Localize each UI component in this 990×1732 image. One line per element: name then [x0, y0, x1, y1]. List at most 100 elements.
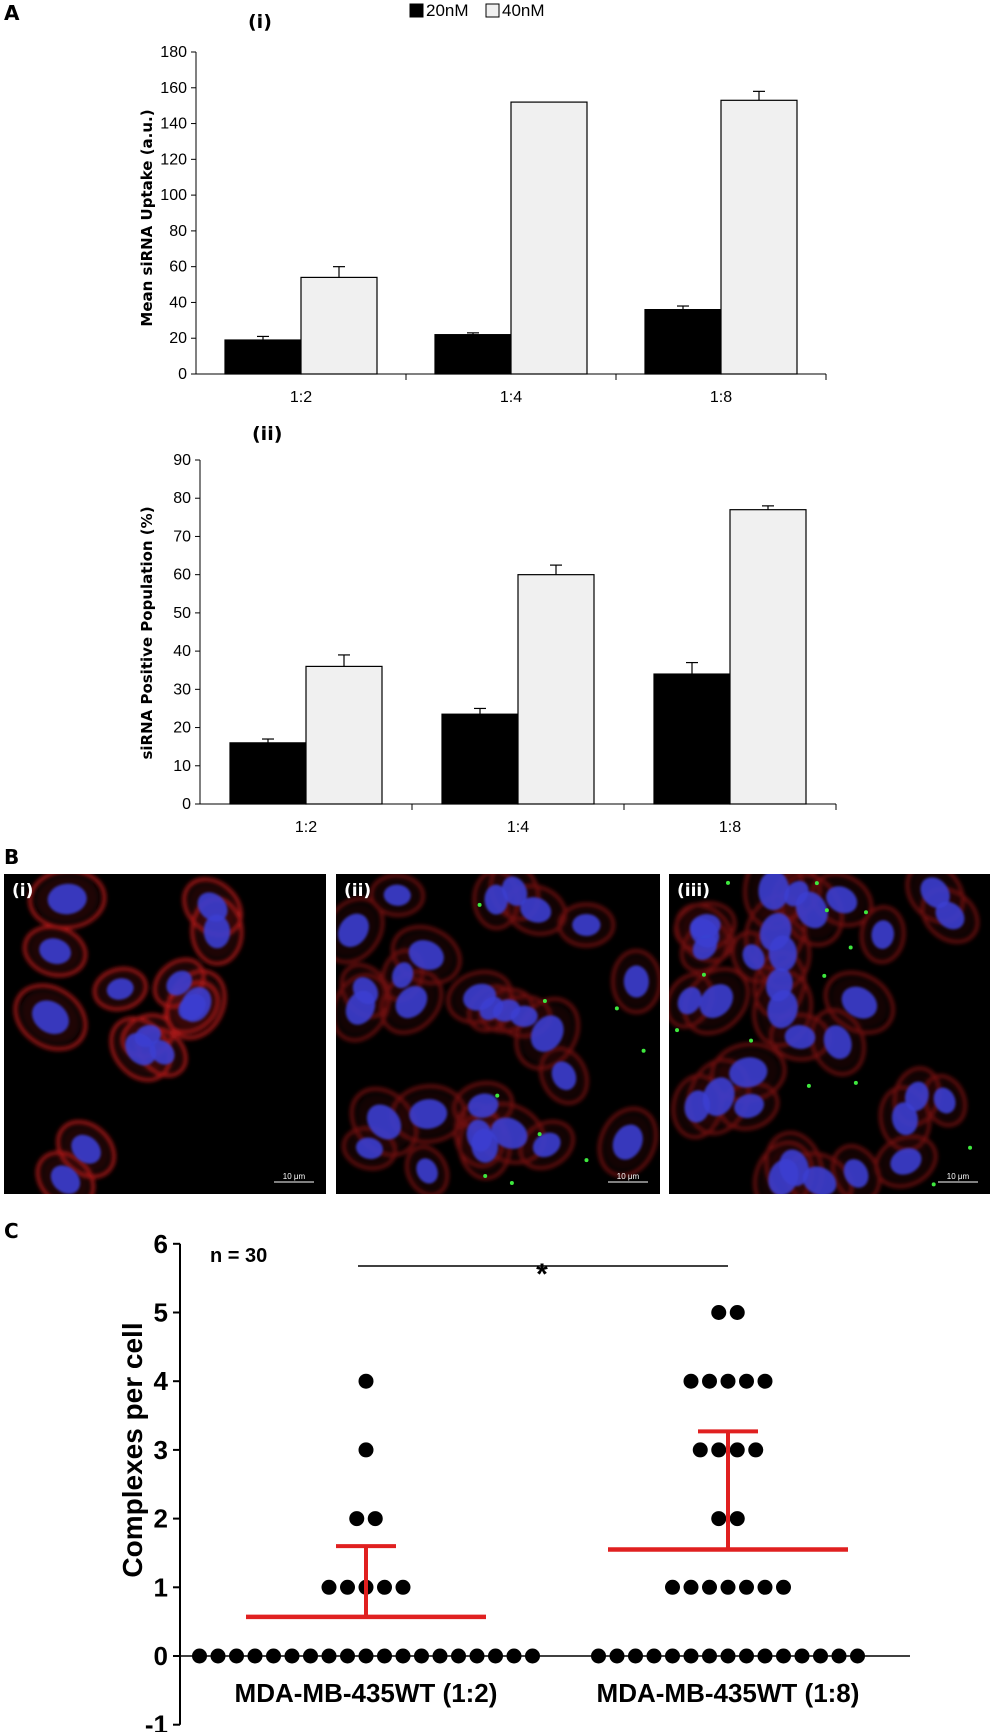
cell-membrane — [405, 1145, 449, 1194]
micrograph-label: (ii) — [344, 881, 371, 901]
chart-a2-bar-20nm-0 — [229, 742, 307, 805]
data-point — [683, 1648, 699, 1664]
cell-membrane — [13, 983, 88, 1051]
cell-membrane — [446, 970, 513, 1024]
cell-nucleus — [463, 983, 497, 1011]
cell-nucleus — [612, 1124, 643, 1160]
scale-bar-label: 10 μm — [617, 1172, 640, 1181]
chart-a2-bar-40nm-1 — [517, 574, 595, 805]
sirna-complex-dot — [824, 908, 829, 913]
micrograph-3: (iii) 10 μm — [669, 874, 990, 1194]
data-point — [729, 1305, 745, 1320]
cell-nucleus — [841, 986, 878, 1019]
scale-bar-label: 10 μm — [947, 1172, 970, 1181]
chart-a2-x-tick-label: 1:8 — [719, 819, 741, 836]
sirna-complex-dot — [968, 1145, 973, 1150]
data-point — [229, 1648, 244, 1664]
significance-star: * — [536, 1258, 548, 1291]
data-point — [711, 1305, 727, 1320]
cell-nucleus — [39, 938, 71, 965]
data-point — [720, 1648, 736, 1664]
chart-a2-y-tick-label: 90 — [173, 452, 191, 469]
nuclei — [677, 874, 965, 1194]
data-point — [776, 1648, 791, 1664]
cell-nucleus — [383, 884, 411, 906]
chart-a2-y-tick-label: 50 — [173, 605, 191, 622]
chart-a1-y-tick-label: 160 — [160, 80, 187, 97]
data-point — [210, 1648, 226, 1664]
data-point — [488, 1648, 503, 1664]
data-point — [367, 1511, 383, 1527]
cell-nucleus — [492, 999, 521, 1022]
chart-c-category-label: MDA-MB-435WT (1:8) — [597, 1678, 860, 1708]
chart-c-y-tick-label: 6 — [154, 1229, 168, 1259]
cell-nucleus — [572, 913, 601, 937]
sirna-complex-dot — [495, 1093, 500, 1098]
cell-membrane — [369, 874, 425, 917]
cell-membrane — [810, 874, 873, 927]
data-point — [591, 1648, 606, 1664]
cell-nucleus — [826, 886, 858, 914]
data-point — [358, 1373, 374, 1389]
data-point — [266, 1648, 281, 1664]
chart-a2-y-axis-label: siRNA Positive Population (%) — [138, 506, 156, 759]
data-point — [377, 1579, 392, 1595]
chart-a1-bar-40nm-1 — [510, 101, 588, 375]
sirna-complex-dot — [675, 1028, 680, 1033]
data-point — [395, 1579, 411, 1595]
cell-nucleus — [689, 914, 721, 939]
chart-a2-x-tick-label: 1:4 — [507, 819, 529, 836]
data-point — [628, 1648, 643, 1664]
cell-membrane — [611, 949, 660, 1014]
cell-nucleus — [32, 1000, 69, 1035]
chart-a1-bar-20nm-1 — [434, 334, 512, 375]
chart-c-y-tick-label: 2 — [154, 1504, 168, 1534]
data-point — [358, 1648, 374, 1664]
data-point — [702, 1373, 717, 1389]
chart-a1-y-tick-label: 0 — [178, 366, 187, 383]
chart-a1-bar-20nm-0 — [224, 339, 302, 375]
legend-label-40nm: 40nM — [502, 1, 545, 20]
data-point — [683, 1579, 699, 1595]
data-point — [432, 1648, 448, 1664]
cell-nucleus — [125, 1032, 157, 1066]
cell-membrane — [92, 967, 148, 1011]
cell-nucleus — [795, 891, 828, 929]
chart-a1-bar-20nm-2 — [644, 309, 722, 375]
micrograph-content — [13, 874, 244, 1194]
cell-nucleus — [823, 1025, 852, 1059]
sirna-complex-dot — [701, 972, 706, 977]
data-point — [692, 1442, 708, 1458]
data-point — [303, 1648, 318, 1664]
data-point — [377, 1648, 392, 1664]
data-point — [395, 1648, 411, 1664]
cell-nucleus — [484, 884, 508, 915]
cell-nucleus — [768, 1158, 799, 1194]
data-point — [711, 1442, 727, 1458]
sirna-complex-dot — [537, 1132, 542, 1137]
sirna-complex-dot — [641, 1048, 646, 1053]
data-point — [340, 1579, 355, 1595]
data-point — [813, 1648, 828, 1664]
cell-nucleus — [501, 876, 528, 906]
chart-a1-y-tick-label: 180 — [160, 44, 187, 61]
cell-membrane — [479, 987, 535, 1033]
data-point — [665, 1579, 680, 1595]
data-point — [683, 1373, 699, 1389]
chart-a2-bar-40nm-0 — [305, 665, 383, 805]
cell-nucleus — [366, 1104, 402, 1140]
sirna-complex-dot — [509, 1180, 514, 1185]
data-point — [739, 1579, 754, 1595]
cell-nucleus — [742, 944, 765, 970]
sirna-complex-dot — [614, 1006, 619, 1011]
data-point — [247, 1648, 263, 1664]
chart-a2-y-tick-label: 30 — [173, 681, 191, 698]
micrograph-content — [336, 874, 660, 1194]
data-point — [192, 1648, 207, 1664]
data-point — [729, 1442, 745, 1458]
cell-nucleus — [699, 984, 734, 1019]
cell-nucleus — [50, 1165, 81, 1194]
data-point — [321, 1648, 337, 1664]
cell-nucleus — [904, 1081, 929, 1112]
